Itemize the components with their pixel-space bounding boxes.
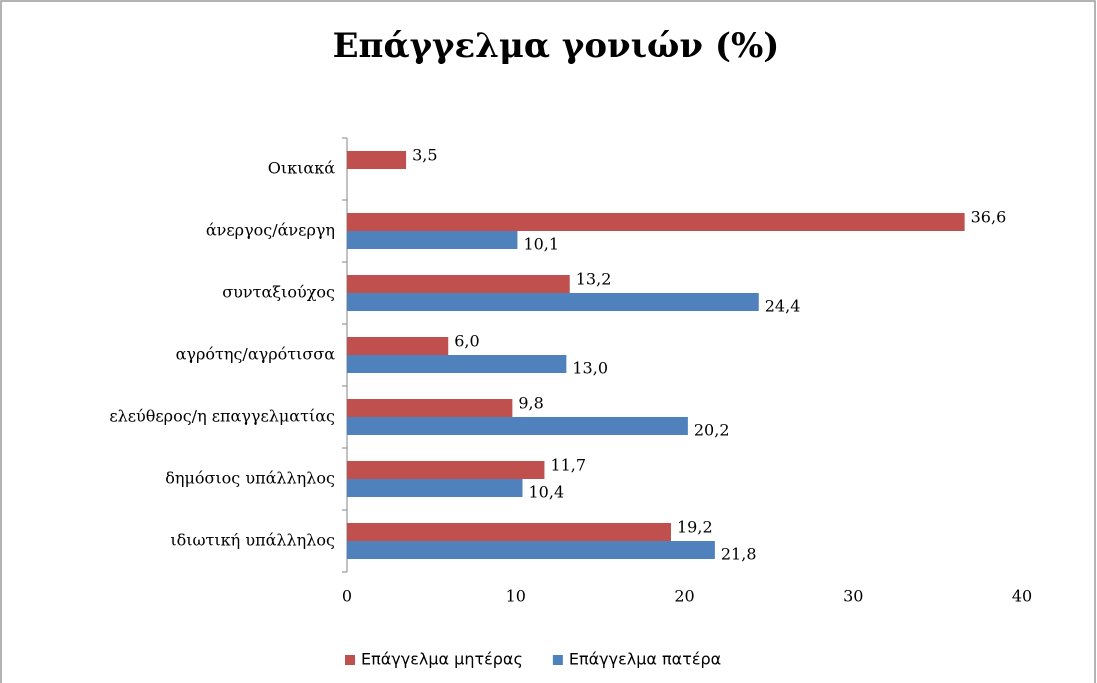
legend-label: Επάγγελμα μητέρας [361,650,523,669]
x-tick-label: 10 [506,587,526,606]
y-tick-label: Οικιακά [268,159,335,178]
bar [347,231,518,249]
bar [347,213,965,231]
bar [347,461,545,479]
x-tick-label: 30 [843,587,863,606]
bar [347,417,688,435]
bar [347,293,759,311]
bar [347,275,570,293]
data-label: 6,0 [454,332,479,351]
y-tick-label: συνταξιούχος [222,283,335,302]
data-label: 19,2 [677,518,713,537]
bar [347,151,407,169]
data-label: 13,2 [576,270,612,289]
y-tick-label: ελεύθερος/η επαγγελματίας [109,407,335,426]
legend-swatch [552,655,563,665]
bar [347,479,523,497]
legend-swatch [345,655,355,665]
data-label: 21,8 [721,545,757,564]
data-label: 10,4 [529,483,565,502]
x-tick-label: 40 [1012,587,1032,606]
y-tick-label: αγρότης/αγρότισσα [176,345,336,364]
data-label: 9,8 [518,394,543,413]
y-tick-label: δημόσιος υπάλληλος [165,469,335,488]
data-label: 24,4 [765,297,801,316]
legend-label: Επάγγελμα πατέρα [569,650,721,669]
y-tick-label: ιδιωτική υπάλληλος [170,531,335,550]
bar [347,541,715,559]
bar [347,523,671,541]
chart-title: Επάγγελμα γονιών (%) [333,26,780,66]
data-label: 10,1 [523,235,559,254]
data-label: 3,5 [412,146,437,165]
bar [347,355,567,373]
x-tick-label: 20 [674,587,694,606]
data-label: 36,6 [971,208,1007,227]
bar [347,399,513,417]
data-label: 11,7 [550,456,586,475]
bar [347,337,449,355]
data-label: 13,0 [572,359,608,378]
y-tick-label: άνεργος/άνεργη [206,221,335,240]
x-tick-label: 0 [342,587,352,606]
data-label: 20,2 [694,421,730,440]
